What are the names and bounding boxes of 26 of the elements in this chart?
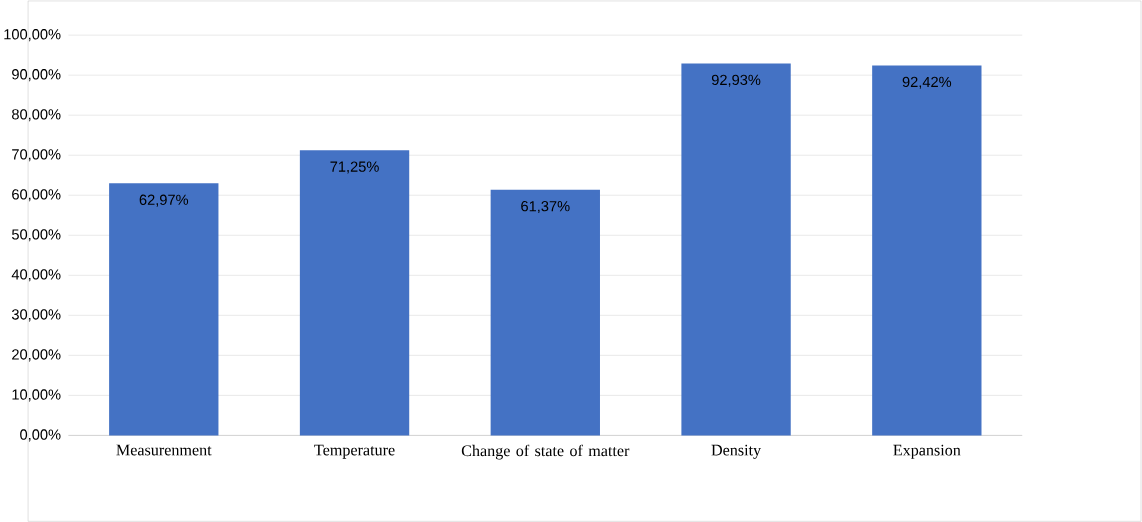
data-label: 92,93% — [711, 74, 761, 87]
data-label: 62,97% — [139, 194, 189, 207]
data-label: 61,37% — [521, 200, 570, 213]
bar — [490, 189, 600, 436]
y-tick-label: 20,00% — [12, 349, 61, 362]
y-tick-label: 90,00% — [12, 68, 61, 82]
y-tick-label: 80,00% — [12, 109, 61, 122]
x-tick-label: Temperature — [314, 444, 395, 459]
y-tick-label: 50,00% — [11, 229, 61, 242]
y-tick-label: 0,00% — [20, 429, 61, 442]
y-tick-label: 100,00% — [4, 28, 61, 42]
y-tick-label: 40,00% — [11, 269, 61, 282]
bar — [299, 150, 410, 436]
y-tick-label: 30,00% — [11, 309, 61, 322]
x-tick-label: Density — [711, 444, 762, 459]
data-label: 92,42% — [902, 76, 952, 89]
bar — [872, 65, 982, 436]
x-tick-label: Measurenment — [116, 444, 212, 456]
y-tick-label: 70,00% — [12, 149, 61, 162]
y-tick-label: 60,00% — [12, 189, 61, 202]
y-tick-label: 10,00% — [12, 389, 61, 402]
x-tick-label: Change of state of matter — [461, 444, 630, 460]
data-label: 71,25% — [330, 161, 379, 174]
x-tick-label: Expansion — [893, 444, 961, 459]
bar — [109, 183, 219, 436]
bar — [681, 63, 791, 436]
